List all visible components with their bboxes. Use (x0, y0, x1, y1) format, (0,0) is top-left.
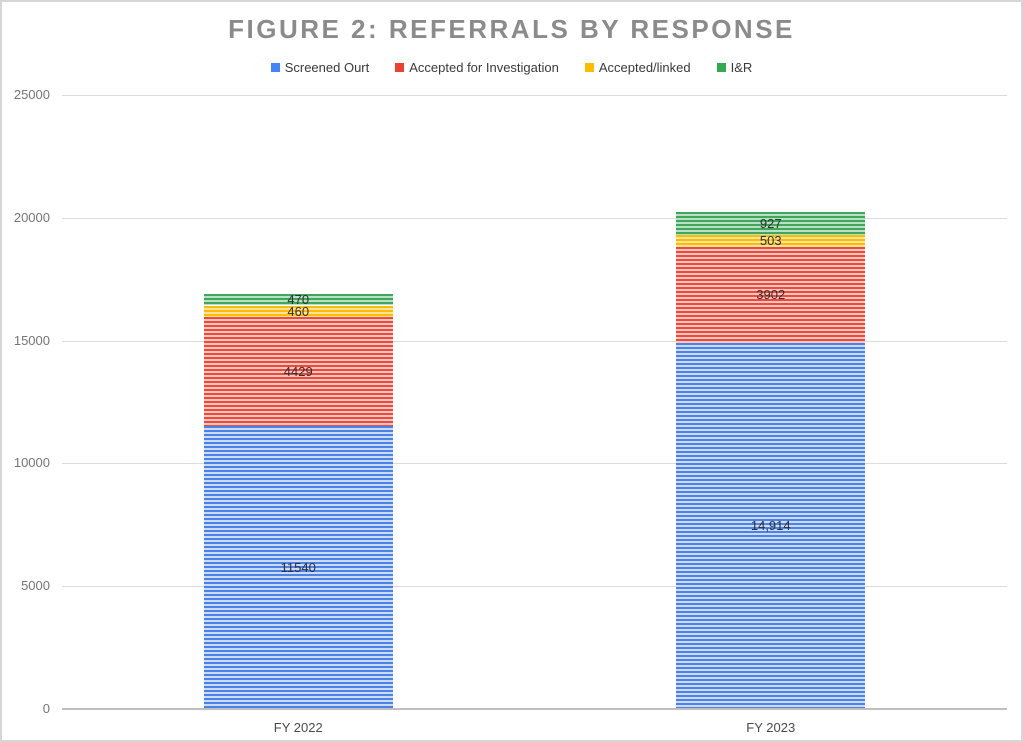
bar-segment-accepted-linked (676, 234, 866, 247)
bar-value-label: 4429 (283, 363, 313, 379)
bar-segment-i-r (676, 211, 866, 235)
gridline (62, 217, 1007, 219)
legend-label: Accepted/linked (598, 59, 691, 75)
y-axis-tick-label: 10000 (13, 455, 50, 471)
legend-swatch (716, 62, 726, 72)
bar-segment-screened-ourt (203, 425, 393, 709)
bar-value-label: 503 (759, 233, 782, 249)
y-axis-tick-label: 20000 (13, 209, 50, 225)
bar-segment-accepted-for-investigation (203, 316, 393, 426)
bar-value-label: 3902 (756, 287, 786, 303)
bar-value-label: 470 (287, 292, 310, 308)
chart-title: FIGURE 2: REFERRALS BY RESPONSE (228, 14, 795, 44)
bar-value-label: 460 (287, 303, 310, 319)
legend-label: Accepted for Investigation (409, 59, 559, 75)
bar-value-label: 927 (759, 215, 782, 231)
y-axis-tick-label: 25000 (13, 87, 50, 102)
legend-label: I&R (730, 59, 753, 75)
y-axis-tick-label: 15000 (13, 332, 50, 348)
x-axis-category-label: FY 2023 (746, 720, 796, 735)
bar-segment-screened-ourt (676, 342, 866, 709)
y-axis-tick-label: 5000 (21, 578, 50, 594)
legend-swatch (395, 62, 405, 72)
bar-segment-i-r (203, 293, 393, 306)
legend-label: Screened Ourt (284, 59, 370, 75)
legend-swatch (270, 62, 280, 72)
legend-item: Screened Ourt (270, 59, 370, 75)
gridline (62, 95, 1007, 96)
gridline (62, 463, 1007, 465)
legend: Screened Ourt Accepted for Investigation A… (2, 58, 1021, 76)
gridline (62, 586, 1007, 588)
bar-value-label: 11540 (280, 559, 316, 575)
legend-swatch (584, 62, 594, 72)
y-axis-tick-label: 0 (42, 701, 50, 716)
legend-item: Accepted/linked (584, 59, 691, 75)
bar-segment-accepted-for-investigation (676, 246, 866, 343)
x-axis-line (62, 708, 1007, 710)
bar-segment-accepted-linked (203, 305, 393, 317)
bar-value-label: 14,914 (750, 518, 791, 534)
legend-item: I&R (716, 59, 753, 75)
gridline (62, 340, 1007, 342)
legend-item: Accepted for Investigation (395, 60, 559, 75)
x-axis-category-label: FY 2022 (273, 720, 323, 735)
